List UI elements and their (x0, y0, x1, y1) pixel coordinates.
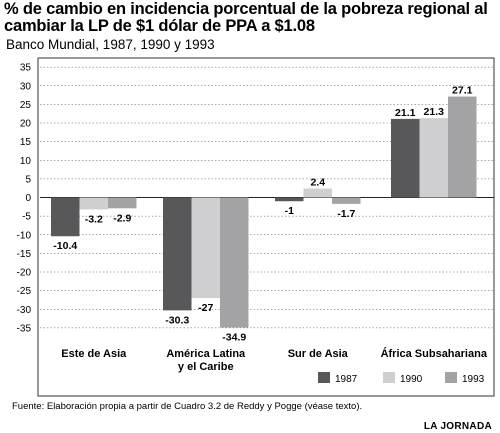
category-label: y el Caribe (178, 361, 234, 373)
legend-label: 1987 (335, 374, 358, 385)
bar-1987 (51, 197, 80, 237)
bar-1990 (419, 118, 448, 198)
legend-label: 1990 (400, 374, 423, 385)
y-tick-label: -10 (17, 230, 32, 241)
brand-logo-text: LA JORNADA (423, 421, 492, 432)
data-label: -1.7 (337, 208, 355, 220)
y-tick-label: 5 (25, 174, 31, 185)
category-label: Este de Asia (61, 348, 127, 360)
bar-1993 (220, 197, 249, 328)
legend-label: 1993 (462, 374, 485, 385)
y-tick-label: 30 (20, 81, 32, 92)
data-label: -10.4 (53, 240, 77, 252)
bar-1993 (332, 197, 361, 204)
y-tick-label: 25 (20, 100, 32, 111)
category-label: América Latina (166, 348, 246, 360)
category-label: África Subsahariana (381, 347, 488, 360)
chart-subtitle: Banco Mundial, 1987, 1990 y 1993 (6, 37, 215, 52)
bar-1990 (303, 188, 332, 198)
legend-swatch-1990 (383, 372, 395, 383)
data-label: 21.3 (424, 106, 445, 118)
y-tick-label: 10 (20, 156, 32, 167)
y-tick-label: -5 (22, 212, 31, 223)
bar-1993 (108, 197, 137, 209)
bar-1987 (391, 118, 420, 198)
legend-swatch-1993 (445, 372, 457, 383)
bar-1993 (448, 96, 477, 198)
data-label: 21.1 (395, 107, 416, 119)
source-note: Fuente: Elaboración propia a partir de C… (12, 401, 363, 412)
y-tick-label: -25 (17, 286, 32, 297)
y-tick-label: 35 (20, 63, 32, 74)
y-tick-label: -20 (17, 268, 32, 279)
legend-swatch-1987 (318, 372, 330, 383)
y-tick-label: -35 (17, 323, 32, 334)
data-label: 2.4 (310, 177, 325, 189)
bar-1990 (191, 197, 220, 299)
data-label: -27 (198, 302, 213, 314)
y-tick-label: 0 (25, 193, 31, 204)
data-label: -3.2 (85, 213, 103, 225)
category-label: Sur de Asia (288, 348, 349, 360)
y-tick-label: 20 (20, 119, 32, 130)
chart-title: % de cambio en incidencia porcentual de … (4, 0, 488, 35)
bar-1990 (79, 197, 108, 210)
data-label: -30.3 (165, 314, 189, 326)
y-tick-label: -30 (17, 305, 32, 316)
y-tick-label: -15 (17, 249, 32, 260)
data-label: 27.1 (452, 85, 473, 97)
bar-1987 (163, 197, 192, 311)
data-label: -2.9 (113, 212, 131, 224)
bar-1987 (275, 197, 304, 202)
data-label: -1 (285, 205, 294, 217)
y-tick-label: 15 (20, 137, 32, 148)
plot-frame (37, 57, 495, 397)
data-label: -34.9 (222, 332, 246, 344)
